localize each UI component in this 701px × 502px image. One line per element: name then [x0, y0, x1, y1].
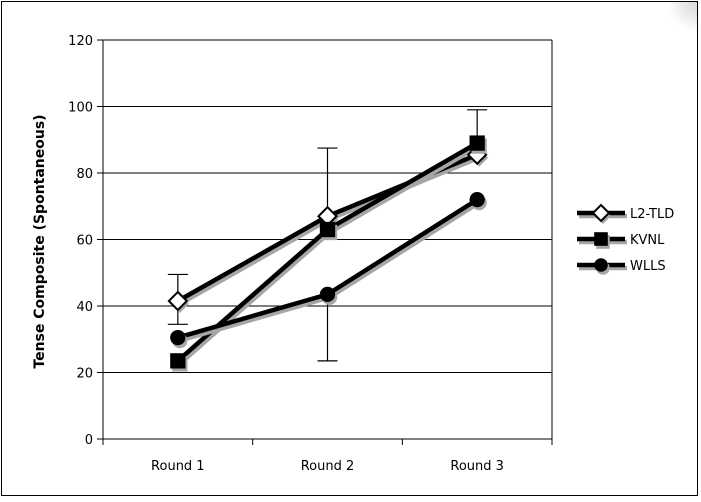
- y-tick-label: 40: [76, 300, 93, 315]
- legend: L2-TLD KVNL WLLS: [577, 203, 674, 275]
- data-point: [469, 191, 485, 208]
- series-lines: [176, 141, 481, 366]
- legend-label: L2-TLD: [630, 207, 674, 222]
- legend-marker: [591, 203, 611, 223]
- x-tick-label: Round 3: [450, 459, 504, 474]
- x-tick-label: Round 1: [151, 459, 205, 474]
- y-axis-title: Tense Composite (Spontaneous): [32, 114, 48, 368]
- tick-labels: 0 20 40 60 80 100 120 Round 1 Round 2 Round 3: [68, 34, 504, 474]
- y-tick-label: 100: [68, 101, 93, 116]
- data-point: [170, 353, 186, 369]
- data-point: [170, 329, 186, 346]
- series-markers: [167, 135, 489, 372]
- legend-label: WLLS: [630, 259, 666, 274]
- series-line-shadow: [178, 144, 481, 366]
- axes: [97, 39, 553, 445]
- data-point: [167, 290, 189, 312]
- y-tick-label: 60: [76, 234, 93, 249]
- data-point: [469, 135, 485, 151]
- legend-label: KVNL: [630, 233, 665, 248]
- data-point: [319, 221, 336, 238]
- y-tick-label: 20: [76, 367, 93, 382]
- data-point: [319, 286, 336, 303]
- corner-shading: [669, 2, 697, 30]
- y-tick-label: 0: [85, 433, 93, 448]
- y-tick-label: 80: [76, 167, 93, 182]
- legend-marker: [594, 258, 608, 272]
- y-tick-label: 120: [68, 34, 93, 49]
- legend-marker: [594, 232, 608, 246]
- x-tick-label: Round 2: [301, 459, 355, 474]
- error-bars: [167, 109, 488, 362]
